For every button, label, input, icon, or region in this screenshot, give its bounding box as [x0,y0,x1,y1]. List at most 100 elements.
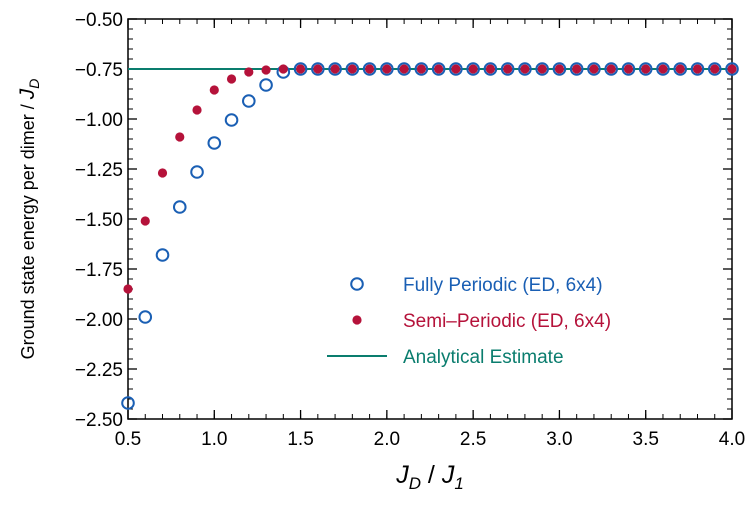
y-tick-label: −1.25 [75,160,123,181]
semi-periodic-point [123,284,133,294]
x-tick-label: 3.0 [546,429,572,450]
fully-periodic-point [707,62,722,76]
fully-periodic-point [500,62,515,76]
semi-periodic-point [675,64,685,74]
semi-periodic-point [468,64,478,74]
fully-periodic-point [569,62,584,76]
fully-periodic-point [552,62,567,76]
x-tick-label: 0.5 [115,429,141,450]
semi-periodic-point [589,64,599,74]
y-tick-label: −1.75 [75,260,123,281]
legend: Fully Periodic (ED, 6x4) Semi–Periodic (E… [327,275,611,368]
fully-periodic-point [673,62,688,76]
y-tick-label: −2.00 [75,310,123,331]
fully-periodic-point [362,62,377,76]
fully-periodic-point [690,62,705,76]
y-tick-label: −1.00 [75,110,123,131]
x-tick-label: 4.0 [719,429,745,450]
semi-periodic-point [365,64,375,74]
fully-periodic-point [121,396,135,410]
legend-fully-periodic-label: Fully Periodic (ED, 6x4) [403,275,603,296]
fully-periodic-point [155,248,170,262]
semi-periodic-point [434,64,444,74]
semi-periodic-point [295,64,306,74]
fully-periodic-point [414,62,429,76]
semi-periodic-point [710,64,720,74]
fully-periodic-point [621,62,636,76]
legend-semi-periodic-marker [352,315,362,325]
y-tick-label: −0.50 [75,10,123,31]
semi-periodic-point [451,64,461,74]
semi-periodic-point [399,64,409,74]
semi-periodic-point [554,64,565,74]
fully-periodic-point [172,200,187,214]
legend-semi-periodic-label: Semi–Periodic (ED, 6x4) [403,311,611,332]
fully-periodic-point [242,94,256,108]
semi-periodic-point [520,64,530,74]
fully-periodic-point [224,113,239,127]
fully-periodic-point [535,62,549,76]
x-tick-label: 2.0 [374,429,400,450]
fully-periodic-point [483,62,498,76]
fully-periodic-point [518,62,532,76]
semi-periodic-point [623,64,634,74]
semi-periodic-point [537,64,547,74]
x-tick-label: 1.5 [287,429,313,450]
x-tick-label: 2.5 [460,429,486,450]
fully-periodic-point [311,62,325,76]
x-tick-label: 3.5 [633,429,659,450]
semi-periodic-point [606,64,616,74]
fully-periodic-point [345,62,360,76]
semi-periodic-point [572,64,582,74]
semi-periodic-point [727,64,737,74]
y-tick-label: −2.50 [75,410,123,431]
y-tick-label: −0.75 [75,60,123,81]
semi-periodic-point [330,64,340,74]
fully-periodic-point [466,62,480,76]
fully-periodic-point [190,165,204,179]
legend-fully-periodic-marker [350,277,364,291]
legend-analytical-label: Analytical Estimate [403,347,564,368]
fully-periodic-point [328,62,342,76]
semi-periodic-point [261,65,271,75]
semi-periodic-point [192,105,202,115]
axis-titles: JD / J1 Ground state energy per dimer / J… [16,79,464,493]
semi-periodic-point [382,64,392,74]
fully-periodic-point [449,62,463,76]
fully-periodic-point [207,136,222,150]
semi-periodic-point [641,64,651,74]
semi-periodic-point [244,67,254,77]
semi-periodic-point [658,64,668,74]
semi-periodic-point [278,64,288,74]
fully-periodic-point [638,62,653,76]
axis-tick-labels: 0.5 1.0 1.5 2.0 2.5 3.0 3.5 4.0 −0.50 −0.75 −1.00 −… [75,10,745,450]
semi-periodic-point [209,85,219,95]
semi-periodic-point [313,64,323,74]
y-axis-title: Ground state energy per dimer / JD [16,79,42,360]
x-tick-label: 1.0 [201,429,227,450]
x-axis-title: JD / J1 [395,461,464,493]
semi-periodic-point [157,168,168,178]
semi-periodic-point [485,64,495,74]
fully-periodic-point [431,62,446,76]
data-marks [121,62,739,410]
semi-periodic-point [175,132,185,142]
fully-periodic-point [259,78,273,92]
semi-periodic-point [226,74,237,84]
fully-periodic-point [604,62,619,76]
semi-periodic-point [503,64,513,74]
fully-periodic-point [397,62,411,76]
semi-periodic-point [692,64,703,74]
fully-periodic-point [138,310,153,324]
fully-periodic-point [380,62,394,76]
y-tick-label: −1.50 [75,210,123,231]
fully-periodic-point [725,62,739,76]
fully-periodic-point [656,62,670,76]
fully-periodic-point [587,62,601,76]
fully-periodic-point [293,62,308,76]
semi-periodic-point [140,216,150,226]
semi-periodic-point [416,64,426,74]
semi-periodic-point [347,64,357,74]
y-tick-label: −2.25 [75,360,123,381]
